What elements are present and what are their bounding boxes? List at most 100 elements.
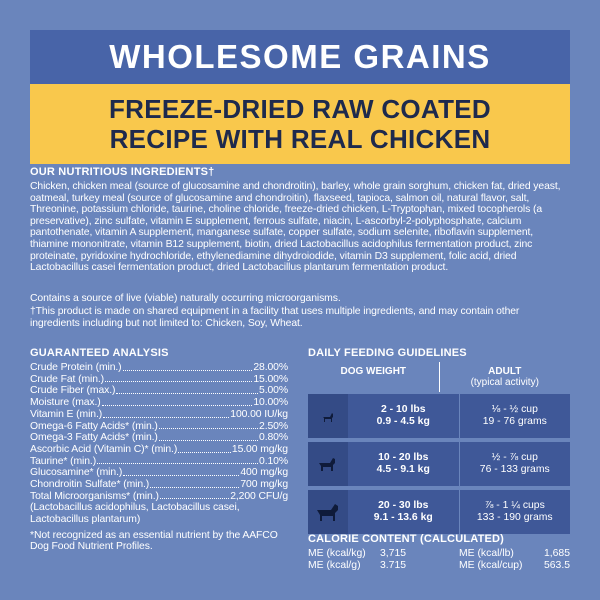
weight-lbs: 20 - 30 lbs (378, 500, 429, 511)
weight-kg: 0.9 - 4.5 kg (376, 416, 430, 427)
calorie-value: 1,685 (543, 548, 570, 559)
calorie-label: ME (kcal/kg) (308, 548, 366, 559)
leader (159, 491, 230, 500)
leader (123, 467, 240, 477)
amount-cups: ⅞ - 1 ¼ cups (484, 500, 545, 511)
amount-cell: ½ - ⅞ cup 76 - 133 grams (458, 442, 571, 486)
leader (122, 362, 253, 371)
subtitle-line: RECIPE WITH REAL CHICKEN (109, 124, 491, 154)
feeding-row: 2 - 10 lbs 0.9 - 4.5 kg ⅛ - ½ cup 19 - 76 g… (308, 394, 570, 438)
analysis-footnote: *Not recognized as an essential nutrient… (30, 529, 278, 553)
nutrient: Crude Protein (min.) (30, 362, 122, 373)
amount: 700 mg/kg (240, 479, 288, 491)
analysis-row: Crude Protein (min.) 28.00% (30, 362, 288, 374)
leader (97, 456, 259, 465)
calorie-label: ME (kcal/g) (308, 559, 361, 571)
analysis-row: Vitamin E (min.) 100.00 IU/kg (30, 409, 288, 421)
feeding-heading: DAILY FEEDING GUIDELINES (308, 347, 467, 359)
analysis-row: Moisture (max.) 10.00% (30, 397, 288, 409)
amount-cell: ⅛ - ½ cup 19 - 76 grams (458, 394, 571, 438)
amount: 0.10% (259, 455, 288, 467)
amount-grams: 133 - 190 grams (476, 512, 553, 523)
amount-cell: ⅞ - 1 ¼ cups 133 - 190 grams (458, 490, 571, 534)
ingredients-note: Contains a source of live (viable) natur… (30, 293, 341, 304)
analysis-row: Crude Fiber (max.) 5.00% (30, 385, 288, 397)
nutrient: Crude Fat (min.) (30, 373, 105, 385)
analysis-row: Total Microorganisms* (min.) 2,200 CFU/g (30, 491, 288, 503)
title: WHOLESOME GRAINS (30, 30, 570, 84)
calorie-heading: CALORIE CONTENT (CALCULATED) (308, 533, 505, 545)
analysis-row: Chondroitin Sulfate* (min.) 700 mg/kg (30, 479, 288, 491)
nutrient: Ascorbic Acid (Vitamin C)* (min.) (30, 443, 178, 455)
col-adult-title: ADULT (488, 366, 522, 377)
nutrient: Omega-3 Fatty Acids* (min.) (30, 432, 158, 444)
calorie-value: 3,715 (380, 548, 407, 559)
amount: 5.00% (259, 385, 288, 397)
calorie-label: ME (kcal/lb) (459, 548, 514, 559)
leader (158, 432, 259, 441)
calorie-row: ME (kcal/g) 3.715 ME (kcal/cup) 563.5 (308, 560, 570, 572)
calorie-value: 3.715 (380, 559, 407, 571)
analysis-table: Crude Protein (min.) 28.00% Crude Fat (min… (30, 362, 288, 553)
amount: 2,200 CFU/g (230, 490, 288, 502)
dog-icon (308, 442, 348, 486)
amount: 10.00% (253, 397, 288, 409)
amount-cups: ⅛ - ½ cup (491, 404, 538, 415)
ingredients-disclaimer: †This product is made on shared equipmen… (30, 306, 520, 329)
dog-icon (308, 394, 348, 438)
weight-kg: 4.5 - 9.1 kg (376, 464, 430, 475)
weight-kg: 9.1 - 13.6 kg (373, 512, 433, 523)
nutrient: Chondroitin Sulfate* (min.) (30, 479, 150, 491)
amount: 15.00 mg/kg (231, 443, 288, 455)
col-adult: ADULT (typical activity) (438, 362, 571, 392)
analysis-row: Omega-3 Fatty Acids* (min.) 0.80% (30, 432, 288, 444)
analysis-row: Glucosamine* (min.) 400 mg/kg (30, 467, 288, 479)
leader (178, 444, 231, 453)
leader (158, 421, 259, 430)
weight-cell: 20 - 30 lbs 9.1 - 13.6 kg (348, 490, 459, 534)
amount: 28.00% (253, 362, 288, 373)
calorie-value: 563.5 (543, 559, 570, 571)
weight-cell: 2 - 10 lbs 0.9 - 4.5 kg (348, 394, 459, 438)
nutrient: Vitamin E (min.) (30, 408, 103, 420)
col-weight: DOG WEIGHT (340, 366, 407, 377)
amount-cups: ½ - ⅞ cup (491, 452, 538, 463)
amount: 100.00 IU/kg (230, 408, 288, 420)
leader (105, 374, 253, 383)
amount: 2.50% (259, 420, 288, 432)
analysis-row: Crude Fat (min.) 15.00% (30, 374, 288, 386)
calorie-table: ME (kcal/kg) 3,715 ME (kcal/lb) 1,685 ME (kc… (308, 548, 570, 572)
feeding-table: 2 - 10 lbs 0.9 - 4.5 kg ⅛ - ½ cup 19 - 76 g… (308, 394, 570, 538)
leader (116, 385, 259, 395)
analysis-heading: GUARANTEED ANALYSIS (30, 347, 169, 359)
nutrient: Moisture (max.) (30, 397, 101, 409)
leader (103, 409, 230, 418)
ingredients-text: Chicken, chicken meal (source of glucosa… (30, 181, 561, 274)
dog-icon (308, 490, 348, 534)
leader (150, 479, 240, 488)
subtitle: FREEZE-DRIED RAW COATED RECIPE WITH REAL… (30, 84, 570, 164)
nutrient: Glucosamine* (min.) (30, 467, 123, 479)
subtitle-line: FREEZE-DRIED RAW COATED (109, 94, 491, 124)
weight-cell: 10 - 20 lbs 4.5 - 9.1 kg (348, 442, 459, 486)
analysis-row: Taurine* (min.) 0.10% (30, 456, 288, 468)
analysis-row: Omega-6 Fatty Acids* (min.) 2.50% (30, 421, 288, 433)
amount: 15.00% (253, 373, 288, 385)
calorie-row: ME (kcal/kg) 3,715 ME (kcal/lb) 1,685 (308, 548, 570, 560)
weight-lbs: 2 - 10 lbs (381, 404, 426, 415)
amount-grams: 19 - 76 grams (482, 416, 547, 427)
nutrient: Total Microorganisms* (min.) (30, 490, 159, 502)
amount: 0.80% (259, 432, 288, 444)
calorie-label: ME (kcal/cup) (459, 559, 523, 571)
feeding-row: 10 - 20 lbs 4.5 - 9.1 kg ½ - ⅞ cup 76 - 133… (308, 442, 570, 486)
nutrient: Omega-6 Fatty Acids* (min.) (30, 420, 158, 432)
leader (101, 397, 253, 406)
nutrient: Crude Fiber (max.) (30, 385, 116, 397)
feeding-header: DOG WEIGHT ADULT (typical activity) (308, 362, 570, 392)
analysis-row: Ascorbic Acid (Vitamin C)* (min.) 15.00 m… (30, 444, 288, 456)
feeding-row: 20 - 30 lbs 9.1 - 13.6 kg ⅞ - 1 ¼ cups 133 … (308, 490, 570, 534)
weight-lbs: 10 - 20 lbs (378, 452, 429, 463)
analysis-note: (Lactobacillus acidophilus, Lactobacillu… (30, 502, 240, 526)
amount: 400 mg/kg (240, 467, 288, 479)
